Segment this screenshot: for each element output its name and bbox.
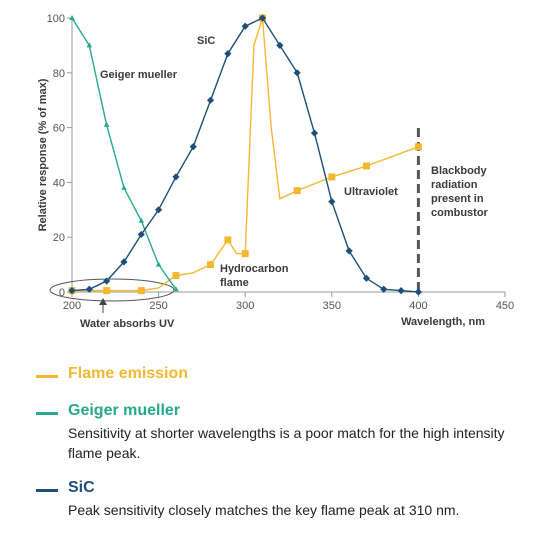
x-tick-label: 300 <box>236 300 254 312</box>
data-point-geiger-mueller <box>86 42 93 48</box>
data-point-sic <box>206 96 215 104</box>
annotation-sic: SiC <box>197 35 215 47</box>
data-point-sic <box>224 50 232 58</box>
data-point-sic <box>85 285 93 293</box>
data-point-sic <box>103 277 111 285</box>
annotation-blackbody-line1: Blackbody <box>431 165 488 177</box>
data-point-geiger-mueller <box>103 121 110 127</box>
annotation-blackbody-line2: radiation <box>431 179 478 191</box>
data-point-sic <box>172 173 180 181</box>
data-point-sic <box>293 69 301 77</box>
legend-item-sic: SiC Peak sensitivity closely matches the… <box>36 476 526 520</box>
y-axis-label: Relative response (% of max) <box>37 78 49 231</box>
y-ticks: 0 20 40 60 80 100 <box>47 13 72 299</box>
data-point-sic <box>276 41 284 49</box>
x-tick-label: 350 <box>323 300 341 312</box>
data-point-sic <box>362 274 371 282</box>
data-point-flame-emission <box>293 187 301 195</box>
data-point-geiger-mueller <box>121 184 127 190</box>
y-tick-label: 60 <box>53 123 65 135</box>
legend-desc-geiger-mueller: Sensitivity at shorter wavelengths is a … <box>68 425 505 461</box>
annotation-blackbody-line3: present in <box>431 193 484 205</box>
data-point-flame-emission <box>207 261 215 269</box>
data-point-geiger-mueller <box>173 286 179 292</box>
data-point-flame-emission <box>224 236 232 244</box>
data-point-sic <box>414 288 422 296</box>
legend-swatch-geiger-mueller <box>36 412 58 415</box>
data-point-flame-emission <box>137 287 145 295</box>
x-tick-label: 450 <box>496 300 514 312</box>
data-point-flame-emission <box>414 143 422 151</box>
data-point-flame-emission <box>103 287 111 295</box>
x-ticks: 200 250 300 350 400 450 <box>63 292 514 312</box>
x-tick-label: 400 <box>409 300 427 312</box>
data-point-geiger-mueller <box>155 261 162 267</box>
data-point-sic <box>345 247 353 255</box>
legend-desc-sic: Peak sensitivity closely matches the key… <box>68 502 460 518</box>
data-point-geiger-mueller <box>138 217 145 223</box>
legend-title-flame-emission: Flame emission <box>68 365 189 382</box>
y-tick-label: 20 <box>53 232 65 244</box>
data-point-sic <box>68 287 76 295</box>
data-point-sic <box>310 129 319 137</box>
x-axis-label: Wavelength, nm <box>401 316 485 328</box>
x-tick-label: 250 <box>149 300 167 312</box>
y-tick-label: 0 <box>59 287 65 299</box>
y-tick-label: 100 <box>47 13 65 25</box>
data-point-sic <box>189 143 197 151</box>
water-arrow-head <box>99 298 107 305</box>
legend-swatch-sic <box>36 489 58 492</box>
legend-item-flame-emission: Flame emission <box>36 362 526 386</box>
data-point-sic <box>328 197 336 206</box>
data-point-flame-emission <box>328 173 336 181</box>
legend: Flame emission Geiger mueller Sensitivit… <box>36 362 526 533</box>
annotation-blackbody-line4: combustor <box>431 207 489 219</box>
data-point-sic <box>120 258 128 266</box>
annotation-hydrocarbon-line2: flame <box>220 277 249 289</box>
y-tick-label: 80 <box>53 68 65 80</box>
annotation-water-absorbs-uv: Water absorbs UV <box>80 318 175 330</box>
series-line-geiger-mueller <box>71 17 177 290</box>
data-point-sic <box>155 206 163 214</box>
series-line-flame-emission <box>72 17 419 292</box>
legend-item-geiger-mueller: Geiger mueller Sensitivity at shorter wa… <box>36 399 526 463</box>
uv-response-chart: 0 20 40 60 80 100 200 250 300 350 400 450 Relative… <box>37 13 514 330</box>
data-point-sic <box>137 230 145 239</box>
legend-title-sic: SiC <box>68 479 95 496</box>
annotation-hydrocarbon-line1: Hydrocarbon <box>220 263 289 275</box>
legend-swatch-flame-emission <box>36 375 58 378</box>
data-point-sic <box>397 287 405 295</box>
data-point-flame-emission <box>362 162 370 170</box>
data-point-sic <box>258 14 267 22</box>
legend-title-geiger-mueller: Geiger mueller <box>68 402 181 419</box>
series-layer <box>68 14 422 296</box>
annotation-geiger-mueller: Geiger mueller <box>100 69 178 81</box>
data-point-flame-emission <box>241 250 249 258</box>
annotation-ultraviolet: Ultraviolet <box>344 186 398 198</box>
data-point-geiger-mueller <box>69 15 75 20</box>
x-tick-label: 200 <box>63 300 81 312</box>
y-tick-label: 40 <box>53 177 65 189</box>
data-point-sic <box>241 22 249 30</box>
data-point-sic <box>380 285 388 293</box>
data-point-flame-emission <box>172 272 180 280</box>
